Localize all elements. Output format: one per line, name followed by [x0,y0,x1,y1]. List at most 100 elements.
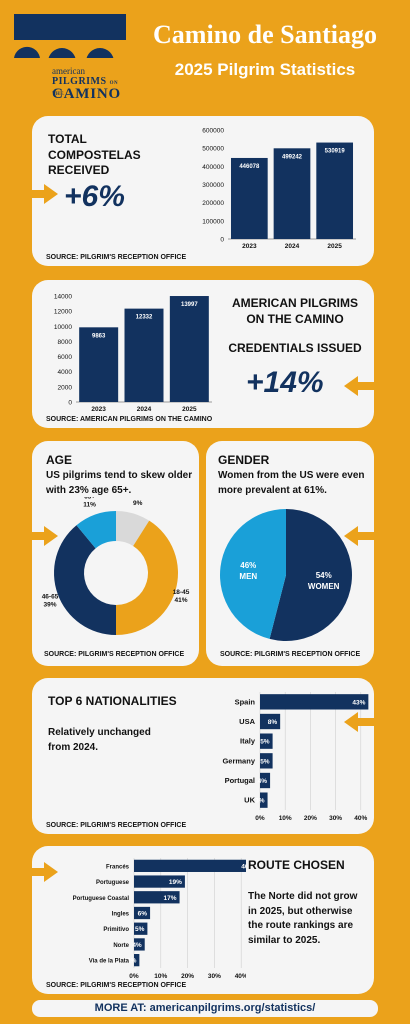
age-card: AGE US pilgrims tend to skew older with … [32,441,199,666]
bridge-icon [14,40,126,62]
footer-link[interactable]: MORE AT: americanpilgrims.org/statistics… [32,1000,378,1017]
compostelas-card: TOTAL COMPOSTELAS RECEIVED +6% SOURCE: P… [32,116,374,266]
category-label: Portuguese [96,880,130,886]
credentials-card: 0 2000 4000 6000 8000 10000 12000 14000 9863 2023… [32,280,374,428]
slice-label: WOMEN [308,582,340,591]
slice-value: 41% [174,597,187,604]
category-label: Via de la Plata [89,959,130,965]
x-tick-label: 2023 [242,243,257,250]
arrow-right-icon [44,526,58,546]
x-tick-label: 20% [304,815,317,820]
y-tick-label: 2000 [58,384,73,391]
x-tick-label: 40% [235,973,246,980]
arrow-stem [356,718,374,726]
y-tick-label: 4000 [58,369,73,376]
slice-label: 46-65 [42,593,59,600]
bar [134,906,151,920]
slice [220,509,286,639]
y-tick-label: 10000 [54,324,72,331]
category-label: Spain [235,697,256,706]
category-label: Francés [106,864,130,870]
x-tick-label: 2024 [137,406,152,413]
data-label: 43% [352,699,365,706]
arrow-right-icon [44,862,58,882]
arrow-stem [356,382,374,390]
nationalities-bar-chart: 0%10%20%30%40%50%43%Spain8%USA5%Italy5%G… [222,692,369,820]
data-label: 2% [127,958,137,965]
compostelas-title: TOTAL COMPOSTELAS RECEIVED [48,132,141,178]
category-label: Italy [240,737,256,746]
compostelas-source: SOURCE: PILGRIM'S RECEPTION OFFICE [46,254,187,261]
x-tick-label: 10% [279,815,292,820]
data-label: 5% [260,739,270,746]
data-label: 499242 [282,154,303,160]
slice-label: 18-45 [173,589,190,596]
y-tick-label: 6000 [58,354,73,361]
slice-value: 46% [240,561,256,570]
credentials-bar-chart: 0 2000 4000 6000 8000 10000 12000 14000 9863 2023… [54,294,212,413]
gender-pie-chart: 54% WOMEN 46% MEN [220,509,353,641]
y-tick-label: 0 [220,237,224,244]
x-tick-label: 0% [129,973,139,980]
page-subtitle: 2025 Pilgrim Statistics [174,60,356,79]
bar [134,875,185,888]
bar [134,859,246,872]
page-title: Camino de Santiago [153,20,377,49]
y-tick-label: 600000 [202,128,224,135]
routes-bar-chart: 0%10%20%30%40%50%46%Francés19%Portuguese… [73,858,246,980]
category-label: Norte [113,943,129,949]
gender-description: Women from the US were even more prevale… [218,470,365,496]
compostelas-change: +6% [64,180,125,213]
bar [124,308,164,402]
gender-card: GENDER Women from the US were even more … [206,441,374,666]
bar [134,938,145,951]
data-label: 9863 [92,333,106,339]
y-tick-label: 500000 [202,146,224,153]
arrow-stem [32,868,46,876]
arrow-left-icon [344,526,358,546]
slice [76,511,116,549]
slice-value: 9% [133,500,143,507]
x-tick-label: 2024 [285,243,300,250]
x-tick-label: 30% [208,973,221,980]
slice-value: 11% [83,502,96,509]
bar [260,694,369,710]
y-tick-label: 8000 [58,339,73,346]
data-label: 8% [268,719,278,726]
data-label: 5% [260,758,270,765]
category-label: Portugal [225,776,255,785]
bar [230,157,268,239]
logo: american PILGRIMS ON THE CAMINO [14,14,126,104]
y-tick-label: 300000 [202,182,224,189]
category-label: Primitivo [103,927,129,933]
slice-label: MEN [239,572,257,581]
data-label: 12332 [136,315,153,321]
bar [260,713,281,730]
x-tick-label: 30% [329,815,342,820]
data-label: 3% [255,798,265,805]
compostelas-bar-chart: 0 100000 200000 300000 400000 500000 600000 446… [202,128,356,250]
slice [116,520,178,635]
category-label: UK [244,796,255,805]
data-label: 17% [164,895,177,902]
y-tick-label: 12000 [54,309,72,316]
logo-text-camino: CAMINO [52,86,121,102]
nationalities-description: Relatively unchanged from 2024. [48,727,151,753]
x-tick-label: 20% [181,973,194,980]
slice [116,511,150,546]
x-tick-label: 2023 [91,406,106,413]
x-tick-label: 2025 [182,406,197,413]
logo-text-pilgrims: PILGRIMS ON THE [52,76,119,97]
y-tick-label: 0 [68,400,72,407]
x-tick-label: 40% [354,815,367,820]
arrow-right-icon [44,184,58,204]
slice-value: 54% [316,571,332,580]
credentials-title: AMERICAN PILGRIMS ON THE CAMINO CREDENTI… [228,296,362,356]
category-label: USA [239,717,255,726]
x-tick-label: 10% [154,973,167,980]
bar [134,954,140,967]
arrow-stem [356,532,374,540]
slice-value: 39% [43,601,56,608]
arrow-left-icon [344,712,358,732]
